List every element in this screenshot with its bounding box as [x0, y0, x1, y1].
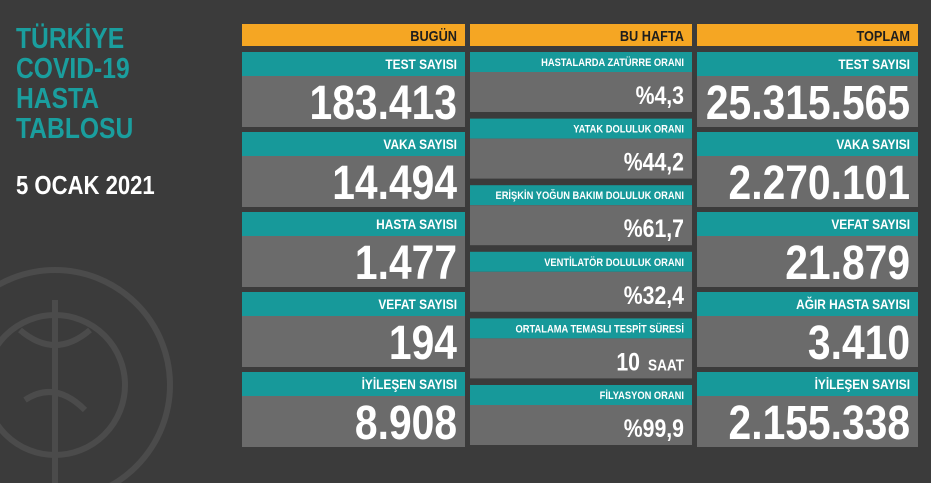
card-label-bar: [470, 385, 692, 405]
card-label-bar: [242, 292, 465, 316]
card-label: FİLYASYON ORANI: [600, 388, 684, 402]
card-value: 194: [389, 317, 457, 370]
title-line: COVID-19: [16, 52, 130, 84]
card-value: 21.879: [785, 237, 910, 290]
card-value-area: [242, 396, 465, 447]
card-value: 2.270.101: [729, 157, 910, 210]
card-label-bar: [697, 292, 918, 316]
card-value-area: [697, 316, 918, 367]
card-label: ORTALAMA TEMASLI TESPİT SÜRESİ: [516, 322, 685, 336]
card-value-area: [242, 236, 465, 287]
title-line: TÜRKİYE: [16, 22, 124, 54]
card-value-area: [470, 405, 692, 445]
card-value: 3.410: [808, 317, 910, 370]
card-label: ERİŞKİN YOĞUN BAKIM DOLULUK ORANI: [495, 188, 684, 202]
card-value: %4,3: [636, 81, 685, 109]
card-value-area: [470, 271, 692, 312]
card-label-bar: [242, 212, 465, 236]
card-label-bar: [470, 185, 692, 206]
title-line: TABLOSU: [16, 112, 133, 144]
card-value-area: [242, 76, 465, 127]
card-value-area: [470, 138, 692, 179]
card-label: YATAK DOLULUK ORANI: [573, 124, 684, 136]
card-value-area: [470, 205, 692, 246]
card-value: 10: [616, 348, 640, 376]
card-label: AĞIR HASTA SAYISI: [796, 296, 910, 312]
emblem-watermark: [0, 267, 173, 483]
card-label: TEST SAYISI: [838, 56, 910, 72]
card-label: İYİLEŞEN SAYISI: [815, 376, 910, 392]
title-line: HASTA: [16, 82, 99, 114]
card-label: İYİLEŞEN SAYISI: [362, 376, 457, 392]
card-label: VEFAT SAYISI: [378, 296, 457, 312]
card-label: HASTA SAYISI: [376, 216, 457, 232]
card-label-bar: [697, 372, 918, 396]
column-header: [470, 24, 692, 46]
card-label: VEFAT SAYISI: [831, 216, 910, 232]
card-value: %61,7: [624, 215, 684, 243]
card-value-area: [242, 156, 465, 207]
card-label: HASTALARDA ZATÜRRE ORANI: [541, 55, 684, 69]
card-value: 14.494: [332, 157, 457, 210]
card-value: 2.155.338: [729, 397, 910, 450]
card-value-area: [697, 156, 918, 207]
card-value: 1.477: [355, 237, 457, 290]
card-label-bar: [470, 52, 692, 72]
card-label: TEST SAYISI: [385, 56, 457, 72]
card-unit: SAAT: [648, 357, 684, 374]
card-value: %32,4: [624, 281, 684, 309]
card-value: 183.413: [310, 77, 457, 130]
card-label-bar: [470, 318, 692, 339]
card-value: %99,9: [624, 414, 684, 442]
card-value-area: [697, 236, 918, 287]
card-label-bar: [697, 132, 918, 156]
card-value: 25.315.565: [706, 77, 910, 130]
card-label-bar: [697, 52, 918, 76]
card-label: VENTİLATÖR DOLULUK ORANI: [544, 255, 684, 269]
card-value-area: [470, 72, 692, 112]
card-label-bar: [242, 132, 465, 156]
column-header: [242, 24, 465, 46]
card-value: 8.908: [355, 397, 457, 450]
card-label-bar: [697, 212, 918, 236]
card-label: VAKA SAYISI: [836, 136, 910, 152]
card-label-bar: [242, 52, 465, 76]
card-value-area: [470, 338, 692, 379]
column-header-text: BUGÜN: [410, 27, 457, 44]
column-header-text: BU HAFTA: [620, 27, 684, 44]
card-value-area: [697, 396, 918, 447]
card-value-area: [242, 316, 465, 367]
column-header: [697, 24, 918, 46]
card-value-area: [697, 76, 918, 127]
card-label-bar: [470, 118, 692, 139]
card-label-bar: [242, 372, 465, 396]
card-value: %44,2: [624, 148, 684, 176]
card-label-bar: [470, 251, 692, 272]
card-label: VAKA SAYISI: [383, 136, 457, 152]
date: 5 OCAK 2021: [16, 171, 155, 200]
column-header-text: TOPLAM: [856, 27, 910, 44]
